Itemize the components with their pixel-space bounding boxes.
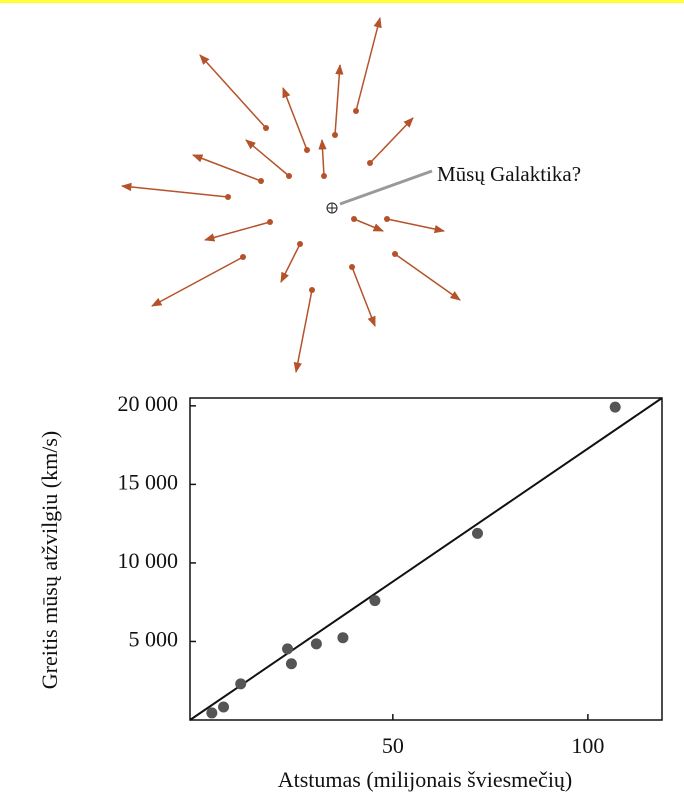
galaxy-arrow bbox=[352, 267, 375, 326]
galaxy-arrow bbox=[246, 140, 289, 176]
y-tick-label: 10 000 bbox=[118, 548, 179, 573]
data-point bbox=[472, 528, 483, 539]
y-axis-label: Greitis mūsų atžvilgiu (km/s) bbox=[37, 431, 62, 689]
our-galaxy bbox=[327, 203, 337, 213]
galaxy-arrow bbox=[205, 222, 270, 240]
y-tick-label: 5 000 bbox=[129, 627, 179, 652]
galaxy-arrow bbox=[281, 244, 300, 282]
x-tick-label: 100 bbox=[571, 733, 604, 758]
data-point bbox=[369, 595, 380, 606]
data-point bbox=[311, 638, 322, 649]
galaxy-arrow bbox=[122, 186, 228, 197]
galaxy-arrow bbox=[296, 290, 312, 372]
data-point bbox=[286, 658, 297, 669]
page: Mūsų Galaktika? Atstumas (milijonais švi… bbox=[0, 0, 684, 805]
x-tick-label: 50 bbox=[382, 733, 404, 758]
galaxy-arrow bbox=[354, 219, 383, 231]
x-axis-label: Atstumas (milijonais šviesmečių) bbox=[278, 767, 573, 792]
data-point bbox=[282, 643, 293, 654]
data-point bbox=[610, 402, 621, 413]
y-tick-label: 15 000 bbox=[118, 469, 179, 494]
data-point bbox=[235, 678, 246, 689]
galaxy-arrow bbox=[200, 55, 266, 128]
galaxy-arrow bbox=[387, 219, 444, 231]
data-point bbox=[218, 701, 229, 712]
data-point bbox=[206, 707, 217, 718]
galaxy-arrow bbox=[335, 65, 340, 135]
galaxy-arrow bbox=[395, 254, 460, 300]
galaxy-arrow bbox=[370, 118, 413, 163]
galaxy-arrow bbox=[152, 257, 243, 306]
fit-line bbox=[190, 398, 662, 720]
galaxy-arrows bbox=[122, 18, 460, 372]
galaxy-arrow bbox=[283, 88, 307, 150]
y-tick-label: 20 000 bbox=[118, 391, 179, 416]
top-bar bbox=[0, 0, 684, 3]
galaxy-label: Mūsų Galaktika? bbox=[437, 162, 581, 186]
label-pointer bbox=[340, 171, 432, 204]
data-point bbox=[337, 632, 348, 643]
galaxy-arrow bbox=[356, 18, 380, 111]
galaxy-arrow bbox=[322, 140, 324, 176]
galaxy-arrow bbox=[193, 155, 261, 181]
